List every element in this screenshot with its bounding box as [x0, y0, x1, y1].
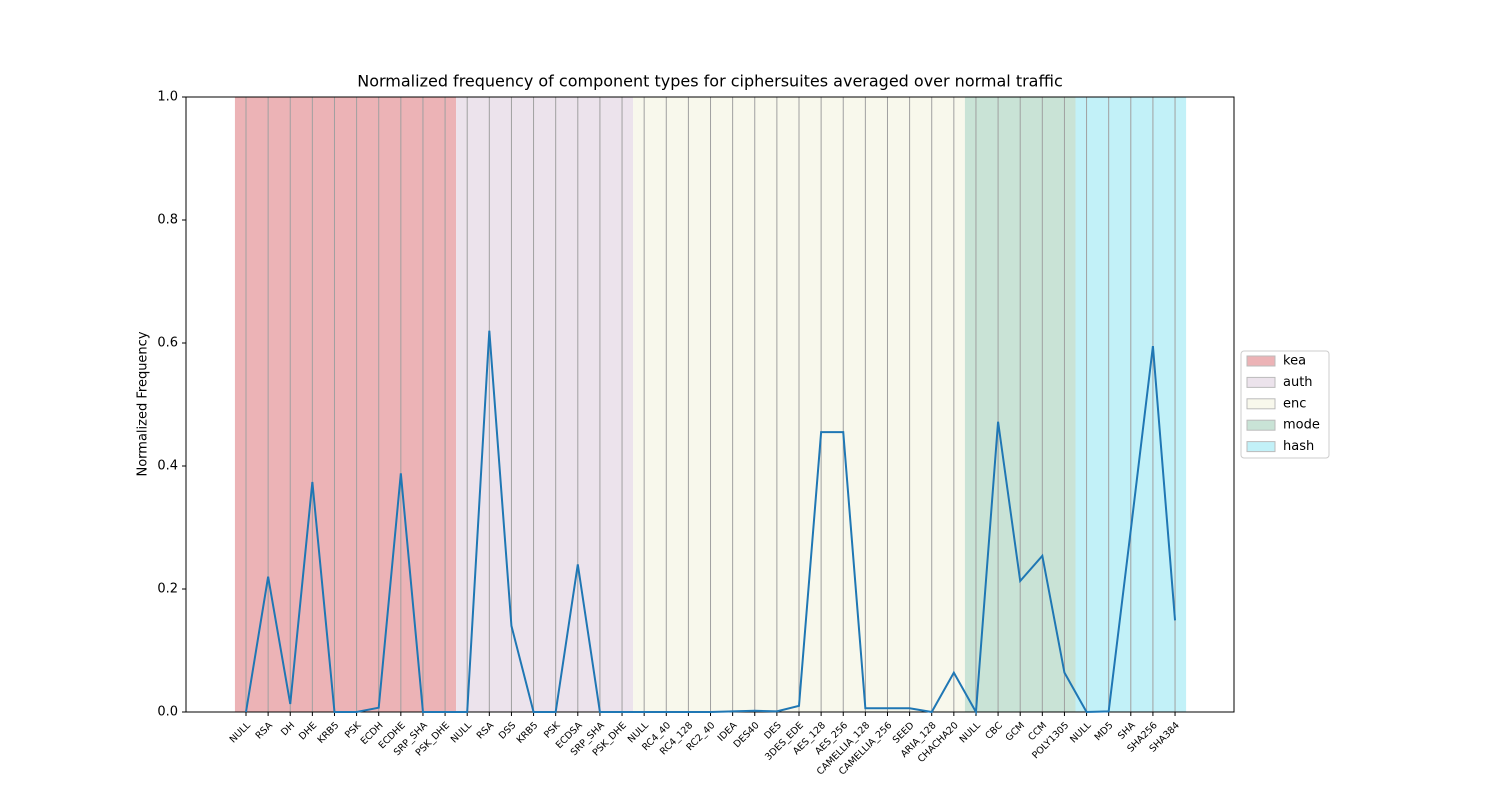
x-tick-label: RSA: [475, 720, 497, 742]
x-tick-label: GCM: [1004, 720, 1027, 743]
legend-swatch: [1246, 419, 1276, 431]
chart-title: Normalized frequency of component types …: [357, 72, 1063, 91]
legend-label: mode: [1283, 418, 1320, 433]
x-tick-label: KRB5: [316, 720, 342, 746]
legend-swatch: [1246, 355, 1276, 367]
y-tick-label: 0.4: [157, 459, 178, 474]
x-tick-label: KRB5: [515, 720, 541, 746]
x-tick-label: NULL: [1068, 720, 1094, 746]
x-tick-label: CBC: [983, 720, 1005, 742]
legend-label: kea: [1283, 354, 1306, 369]
legend-label: enc: [1283, 396, 1306, 411]
x-tick-label: NULL: [958, 720, 984, 746]
y-tick-label: 1.0: [157, 90, 178, 105]
x-tick-label: RSA: [254, 720, 276, 742]
legend-swatch: [1246, 398, 1276, 410]
x-tick-label: DH: [279, 720, 297, 738]
legend-label: hash: [1283, 439, 1314, 454]
legend-swatch: [1246, 376, 1276, 388]
line-series: [245, 330, 1177, 716]
y-tick-label: 0.8: [157, 213, 178, 228]
region: [234, 97, 457, 712]
y-tick-label: 0.0: [157, 705, 178, 720]
legend-label: auth: [1283, 375, 1313, 390]
x-tick-label: MD5: [1093, 720, 1116, 743]
legend-swatch: [1246, 441, 1276, 453]
y-tick-label: 0.6: [157, 336, 178, 351]
x-tick-label: NULL: [449, 720, 475, 746]
x-tick-label: NULL: [228, 720, 254, 746]
y-axis-label: Normalized Frequency: [136, 331, 151, 476]
region: [456, 97, 634, 712]
y-tick-label: 0.2: [157, 582, 178, 597]
